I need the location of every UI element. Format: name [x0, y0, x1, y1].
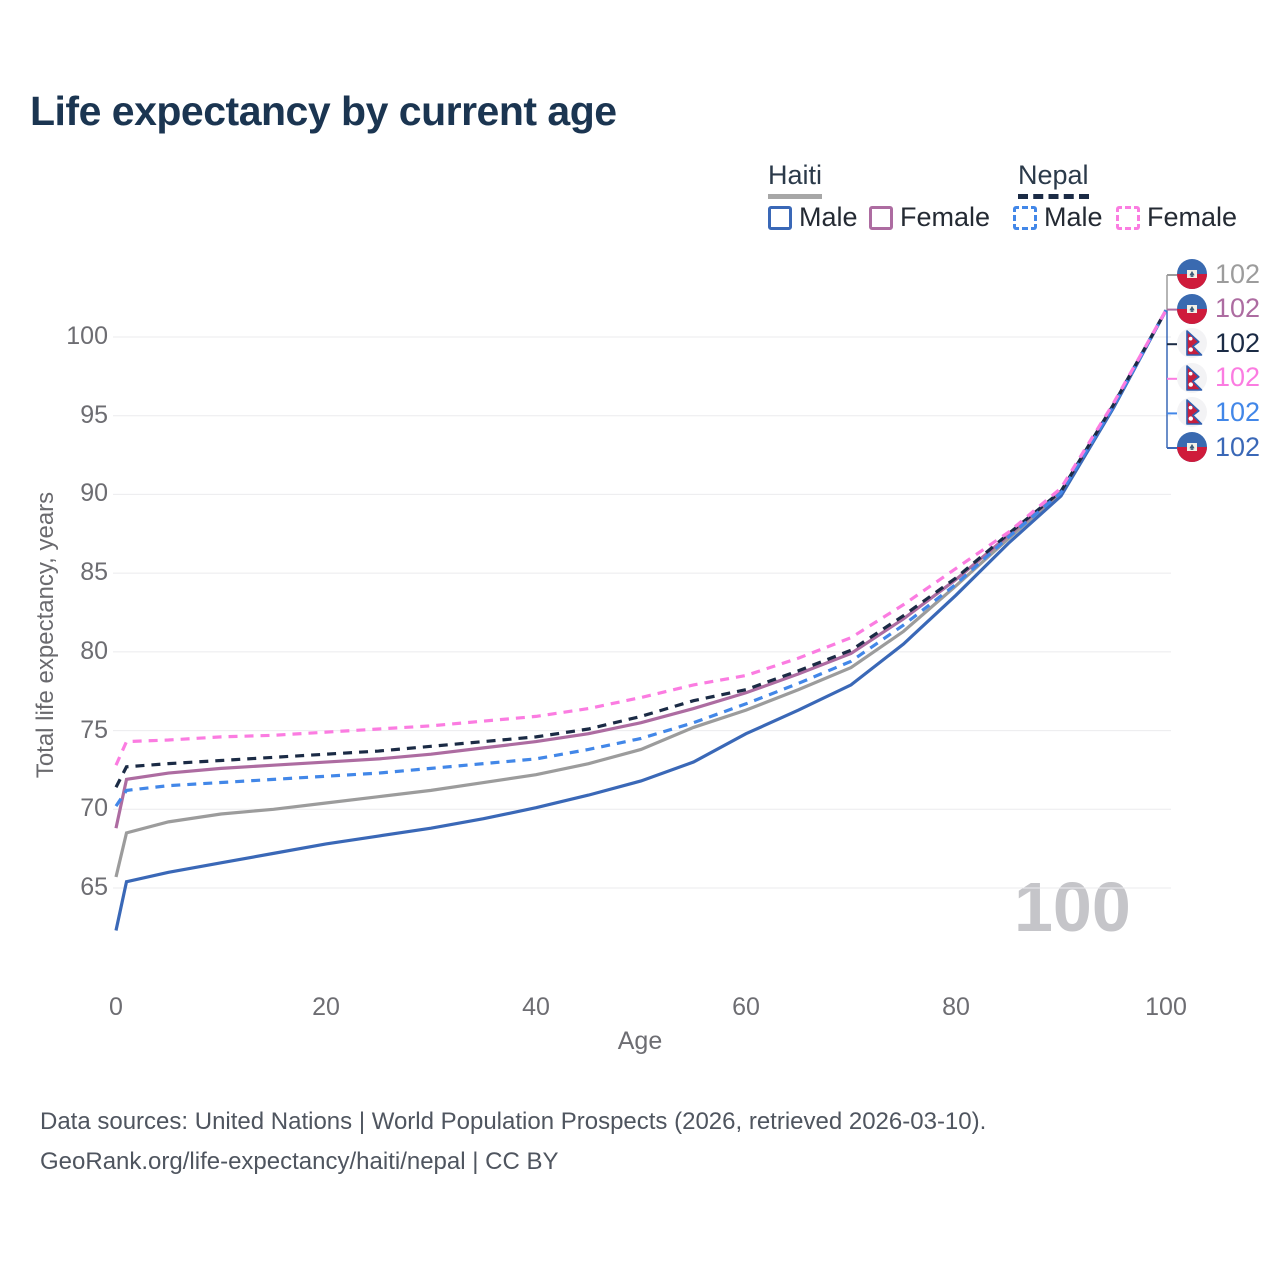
hover-age-watermark: 100: [1014, 868, 1131, 946]
end-value-label: 102: [1215, 327, 1261, 358]
nepal-male-swatch-icon: [1013, 205, 1037, 230]
haiti-female-swatch-icon: [869, 205, 893, 230]
x-tick-label: 100: [1145, 993, 1187, 1021]
nepal-flag-icon: [1177, 362, 1207, 393]
y-tick-label: 75: [80, 715, 108, 744]
end-value-row-haiti-male: 102: [1177, 432, 1260, 462]
nepal-flag-icon: [1177, 328, 1207, 359]
end-value-row-nepal-male: 102: [1177, 396, 1261, 428]
haiti-flag-icon: [1177, 259, 1207, 289]
y-tick-label: 100: [66, 322, 108, 350]
y-tick-label: 90: [80, 479, 108, 508]
attribution-line: GeoRank.org/life-expectancy/haiti/nepal …: [40, 1148, 559, 1175]
end-value-label: 102: [1215, 258, 1261, 289]
y-axis-title: Total life expectancy, years: [32, 491, 59, 779]
nepal-flag-icon: [1177, 397, 1207, 428]
legend-item-haiti-female[interactable]: Female: [869, 202, 990, 233]
legend-item-nepal-male[interactable]: Male: [1013, 202, 1103, 233]
legend-label: Female: [900, 202, 991, 232]
haiti-male-swatch-icon: [768, 205, 792, 230]
y-tick-label: 85: [80, 558, 108, 587]
y-tick-label: 80: [80, 636, 108, 665]
end-value-row-haiti-total: 102: [1177, 259, 1260, 289]
end-value-row-nepal-total: 102: [1177, 327, 1261, 359]
series-line-nepal-total[interactable]: [114, 309, 1168, 788]
x-tick-label: 0: [109, 993, 123, 1021]
legend-group-haiti[interactable]: Haiti: [768, 160, 823, 199]
legend-label: Male: [1044, 202, 1103, 232]
haiti-flag-icon: [1177, 432, 1207, 462]
page-title: Life expectancy by current age: [30, 88, 617, 134]
legend-item-nepal-female[interactable]: Female: [1116, 202, 1237, 233]
x-axis-title: Age: [617, 1027, 663, 1055]
x-tick-label: 40: [522, 993, 550, 1021]
end-value-label: 102: [1215, 362, 1261, 393]
series-line-nepal-female[interactable]: [114, 309, 1168, 766]
y-tick-label: 65: [80, 873, 108, 901]
end-value-label: 102: [1215, 431, 1261, 462]
x-tick-label: 20: [312, 993, 340, 1021]
haiti-flag-icon: [1177, 293, 1207, 324]
series-line-haiti-total[interactable]: [114, 309, 1168, 878]
end-value-row-nepal-female: 102: [1177, 362, 1261, 393]
end-value-row-haiti-female: 102: [1177, 293, 1261, 324]
y-tick-label: 95: [80, 400, 108, 429]
legend-item-haiti-male[interactable]: Male: [768, 202, 858, 233]
data-sources-line: Data sources: United Nations | World Pop…: [40, 1108, 987, 1135]
legend-label: Male: [799, 202, 858, 232]
series-line-nepal-male[interactable]: [114, 309, 1168, 808]
legend-label: Female: [1147, 202, 1238, 232]
x-tick-label: 80: [942, 993, 970, 1021]
end-value-label: 102: [1215, 293, 1261, 324]
y-tick-label: 70: [80, 794, 108, 823]
nepal-female-swatch-icon: [1116, 205, 1140, 230]
legend-group-nepal[interactable]: Nepal: [1018, 160, 1089, 199]
x-tick-label: 60: [732, 993, 760, 1021]
end-value-label: 102: [1215, 396, 1261, 427]
series-line-haiti-female[interactable]: [114, 309, 1168, 829]
series-line-haiti-male[interactable]: [114, 309, 1168, 931]
